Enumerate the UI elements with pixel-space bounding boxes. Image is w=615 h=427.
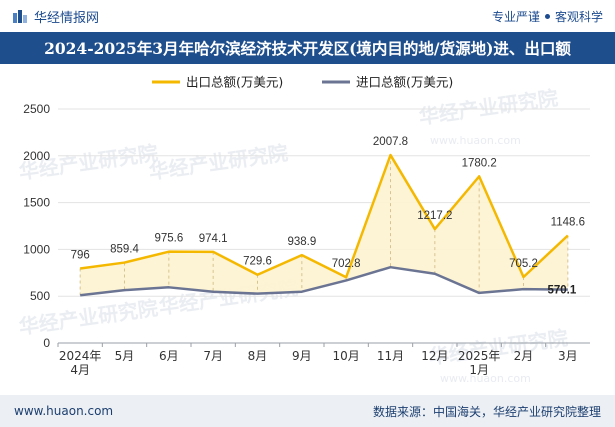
watermark-text: 华经产业研究院 [147, 141, 289, 184]
x-tick-label: 4月 [70, 363, 90, 377]
y-tick-label: 0 [43, 336, 50, 350]
legend: 出口总额(万美元) 进口总额(万美元) [152, 75, 453, 90]
brand-name: 华经情报网 [34, 10, 100, 26]
watermark-url: www.huaon.com [430, 134, 521, 147]
x-tick-label: 8月 [248, 349, 268, 363]
x-tick-label: 5月 [115, 349, 135, 363]
legend-import-label: 进口总额(万美元) [356, 75, 453, 90]
tagline: 专业严谨 客观科学 [492, 8, 603, 25]
export-data-label: 859.4 [110, 244, 139, 256]
watermark-text: 华经产业研究院 [417, 86, 559, 129]
brand-logo-icon [13, 10, 27, 23]
export-data-label: 729.6 [243, 256, 272, 268]
export-data-label: 1148.6 [551, 216, 585, 228]
export-data-label: 796 [71, 249, 90, 261]
export-import-band [80, 155, 568, 296]
export-data-label: 705.2 [509, 258, 538, 270]
x-tick-label: 2024年 [59, 349, 102, 363]
footer-source: 数据来源：中国海关，华经产业研究院整理 [372, 404, 601, 419]
x-tick-label: 10月 [333, 349, 360, 363]
x-tick-label: 9月 [292, 349, 312, 363]
x-tick-label: 1月 [469, 363, 489, 377]
chart: 华经产业研究院华经产业研究院华经产业研究院华经产业研究院华经产业研究院华经产业研… [17, 75, 590, 385]
tagline-left: 专业严谨 [491, 9, 540, 24]
x-tick-label: 12月 [421, 349, 448, 363]
y-tick-label: 500 [30, 289, 50, 303]
y-tick-label: 1500 [23, 196, 50, 210]
data-labels: 796 859.4 975.6 974.1 729.6 938.9 702.8 2007.8 1… [71, 136, 585, 297]
export-data-label: 938.9 [287, 236, 316, 248]
x-tick-label: 7月 [203, 349, 223, 363]
x-tick-label: 2月 [514, 349, 534, 363]
legend-export-label: 出口总额(万美元) [186, 75, 283, 90]
import-data-label: 570.1 [547, 285, 576, 297]
tagline-right: 客观科学 [554, 9, 603, 24]
top-bar: 华经情报网 专业严谨 客观科学 [0, 0, 615, 32]
export-series-line [80, 153, 569, 279]
x-tick-label: 2025年 [458, 349, 501, 363]
import-series-line [80, 265, 568, 297]
x-tick-label: 6月 [159, 349, 179, 363]
export-data-label: 975.6 [154, 233, 183, 245]
export-data-label: 2007.8 [373, 136, 408, 148]
areas [79, 155, 569, 296]
brand[interactable]: 华经情报网 [12, 7, 99, 26]
x-tick-label: 11月 [377, 349, 404, 363]
footer-website[interactable]: www.huaon.com [14, 404, 114, 418]
y-tick-label: 1000 [23, 242, 50, 256]
y-tick-label: 2500 [23, 102, 50, 116]
chart-title: 2024-2025年3月年哈尔滨经济技术开发区(境内目的地/货源地)进、出口额 [0, 32, 615, 64]
series-lines [80, 153, 569, 297]
watermark-url: www.huaon.com [440, 372, 531, 385]
export-data-label: 974.1 [199, 233, 228, 245]
y-tick-label: 2000 [23, 149, 50, 163]
footer: www.huaon.com 数据来源：中国海关，华经产业研究院整理 [0, 395, 615, 427]
export-data-label: 1780.2 [462, 157, 497, 169]
separator-dot-icon [544, 13, 550, 19]
export-data-label: 702.8 [332, 258, 361, 270]
x-tick-label: 3月 [558, 349, 578, 363]
export-data-label: 1217.2 [417, 210, 452, 222]
